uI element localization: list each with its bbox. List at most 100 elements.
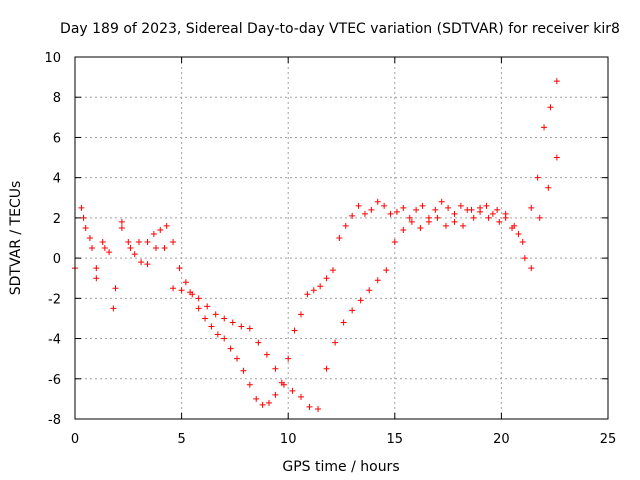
x-tick-label: 0 [71,432,79,447]
data-point [349,307,356,314]
data-point [144,261,151,268]
x-tick-label: 5 [177,432,185,447]
x-tick-label: 10 [280,432,297,447]
data-point [408,218,415,225]
data-point [374,277,381,284]
data-point [202,315,209,322]
data-point [457,202,464,209]
data-point [285,355,292,362]
data-point [289,387,296,394]
data-point [541,124,548,131]
y-tick-labels: -8 -6 -4 -2 0 2 4 6 8 10 [44,51,61,428]
x-axis-label: GPS time / hours [282,459,399,475]
data-point [297,311,304,318]
data-point [553,78,560,85]
data-point [280,381,287,388]
data-point [221,335,228,342]
data-point [106,249,113,256]
data-point [329,267,336,274]
data-point [255,339,262,346]
data-point [417,224,424,231]
data-point [323,275,330,282]
data-point [511,222,518,229]
data-point [182,279,189,286]
data-point [266,399,273,406]
data-point [470,214,477,221]
data-point [101,245,108,252]
data-point [240,367,247,374]
data-point [349,212,356,219]
y-tick-label: -4 [48,333,61,348]
data-point [413,206,420,213]
data-point [515,230,522,237]
data-point [127,245,134,252]
y-tick-label: -8 [48,413,61,428]
data-point [432,206,439,213]
data-point [425,218,432,225]
data-point [528,265,535,272]
data-point [519,239,526,246]
y-tick-label: -2 [48,292,61,307]
data-point [125,239,132,246]
data-point [238,323,245,330]
data-point [93,275,100,282]
data-point [144,239,151,246]
data-point [521,255,528,262]
axis-ticks [74,56,609,420]
data-point [419,202,426,209]
data-point [208,323,215,330]
data-point [306,403,313,410]
data-point [468,206,475,213]
data-point [253,395,260,402]
data-point [170,285,177,292]
data-point [112,285,119,292]
data-point [163,222,170,229]
data-point [259,401,266,408]
data-point [229,319,236,326]
x-tick-label: 25 [600,432,617,447]
data-point [118,218,125,225]
data-point [135,239,142,246]
data-point [400,226,407,233]
data-point [234,355,241,362]
data-point [323,365,330,372]
data-point [153,245,160,252]
data-point [297,393,304,400]
y-tick-label: 2 [53,212,61,227]
y-tick-label: 8 [53,91,61,106]
data-point [89,245,96,252]
y-tick-label: 10 [44,51,61,66]
data-point [214,331,221,338]
data-point [496,218,503,225]
data-point [340,319,347,326]
data-point [291,327,298,334]
data-points [72,78,560,412]
data-point [82,224,89,231]
x-tick-label: 15 [387,432,404,447]
y-tick-label: -6 [48,373,61,388]
data-point [221,315,228,322]
data-point [195,305,202,312]
data-point [212,311,219,318]
data-point [195,295,202,302]
data-point [342,222,349,229]
data-point [381,202,388,209]
data-point [366,287,373,294]
y-tick-label: 0 [53,252,61,267]
data-point [485,214,492,221]
data-point [368,206,375,213]
data-point [442,222,449,229]
data-point [489,210,496,217]
data-point [477,204,484,211]
data-point [246,381,253,388]
data-point [310,287,317,294]
x-tick-labels: 0 5 10 15 20 25 [71,432,616,447]
data-point [536,214,543,221]
data-point [547,104,554,111]
data-point [502,210,509,217]
data-point [387,210,394,217]
series-track-a [72,78,560,408]
data-point [528,204,535,211]
data-point [553,154,560,161]
